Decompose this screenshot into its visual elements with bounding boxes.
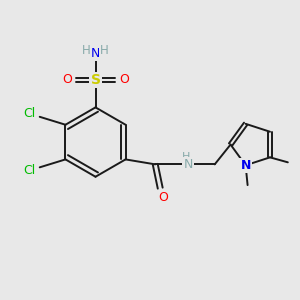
Text: H: H: [182, 152, 190, 162]
Text: Cl: Cl: [24, 107, 36, 120]
Text: N: N: [240, 159, 251, 172]
Text: N: N: [183, 158, 193, 171]
Text: O: O: [62, 73, 72, 86]
Text: N: N: [91, 47, 100, 60]
Text: S: S: [91, 73, 100, 87]
Text: O: O: [119, 73, 129, 86]
Text: H: H: [100, 44, 109, 57]
Text: H: H: [82, 44, 91, 57]
Text: O: O: [158, 190, 168, 204]
Text: Cl: Cl: [24, 164, 36, 177]
